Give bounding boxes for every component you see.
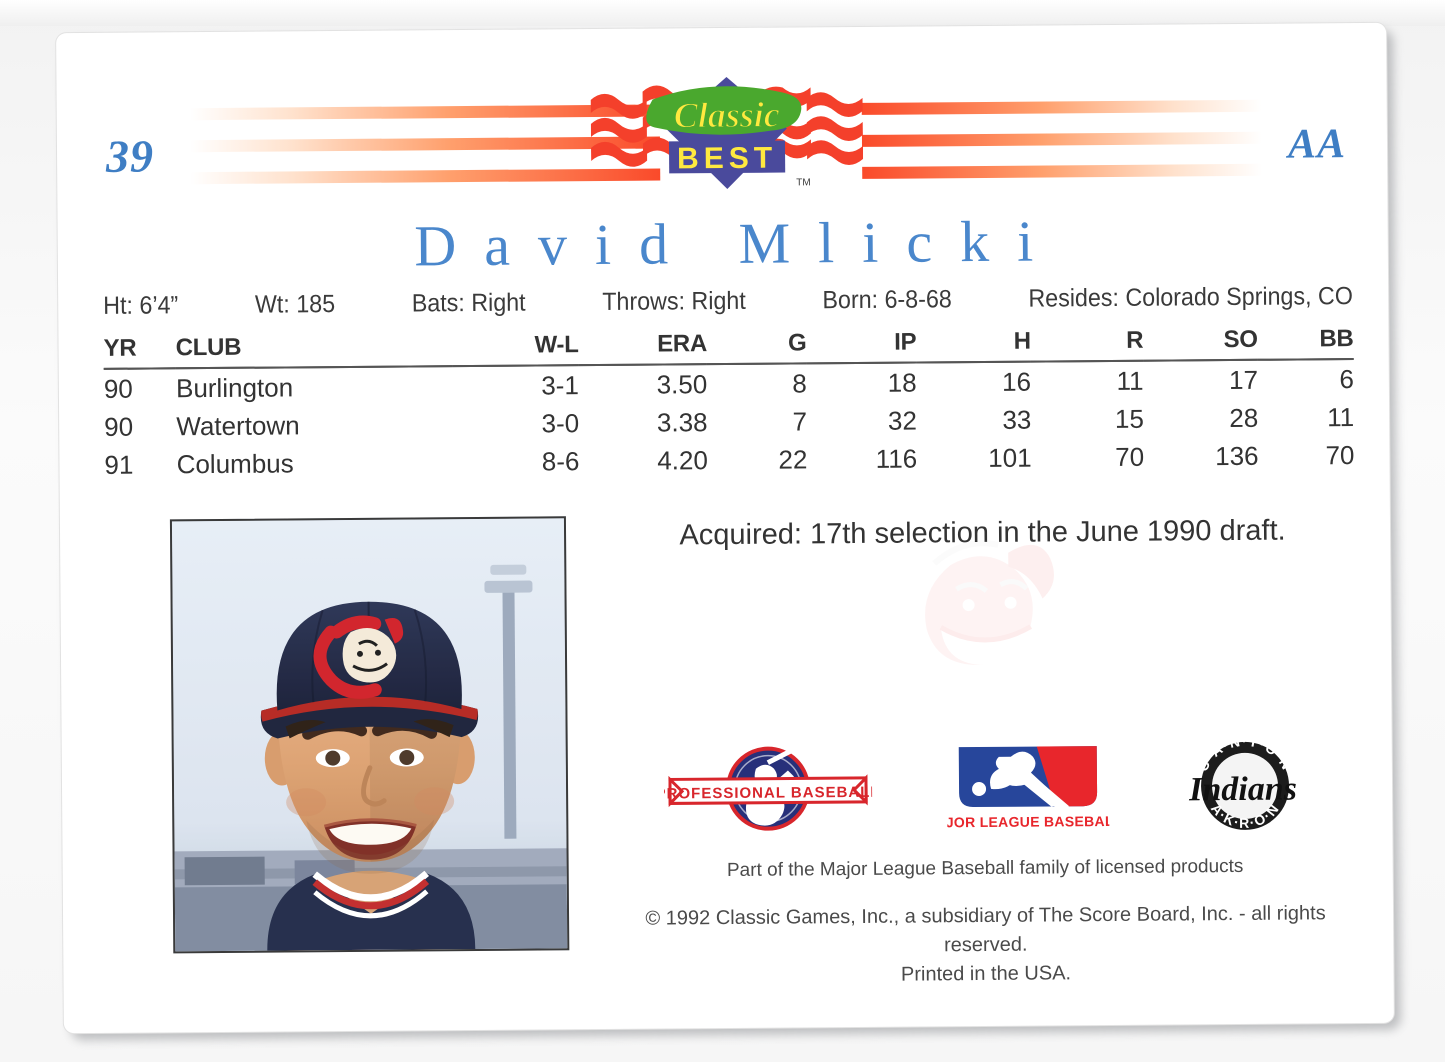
col-h: H <box>916 327 1031 363</box>
stripe <box>861 131 1262 147</box>
vital-value: Right <box>471 288 526 317</box>
cell-so: 17 <box>1228 364 1259 395</box>
stripe <box>189 104 660 121</box>
vital-label: Wt: <box>254 290 290 319</box>
cell-g: 8 <box>792 368 807 399</box>
cell-club: Columbus <box>176 448 294 480</box>
professional-baseball-logo-cell: PROFESSIONAL BASEBALL <box>663 738 872 840</box>
cell-wl: 3-0 <box>541 408 580 439</box>
cell-so: 28 <box>1229 402 1259 433</box>
cell-r: 11 <box>1116 365 1144 396</box>
indians-script-text: Indians <box>1188 770 1297 808</box>
cell-bb: 6 <box>1339 363 1354 395</box>
vital-value: 6-8-68 <box>884 285 952 314</box>
cell-club: Watertown <box>176 410 300 442</box>
classic-best-logo: Classic BEST TM <box>590 76 864 189</box>
cell-bb: 11 <box>1327 401 1355 433</box>
vital-value: 6’4” <box>139 291 179 320</box>
cell-era: 3.50 <box>656 369 708 400</box>
professional-baseball-icon: PROFESSIONAL BASEBALL <box>663 742 872 831</box>
classic-script-text: Classic <box>674 95 780 136</box>
vital-label: Throws: <box>602 287 686 316</box>
col-r: R <box>1030 326 1144 362</box>
vital-height: Ht: 6’4” <box>103 291 178 321</box>
col-wl: W-L <box>452 331 579 367</box>
mlb-wordmark-text: MAJOR LEAGUE BASEBALL® <box>947 813 1110 831</box>
acquired-text: Acquired: 17th selection in the June 199… <box>679 514 1286 552</box>
col-yr: YR <box>103 334 176 369</box>
card-header: 39 <box>101 68 1352 213</box>
cell-yr: 90 <box>103 373 133 404</box>
stats-table: YR CLUB W-L ERA G IP H R SO BB 90 <box>103 324 1355 484</box>
card-level: AA <box>1287 121 1347 168</box>
professional-baseball-text: PROFESSIONAL BASEBALL <box>663 784 872 803</box>
header-stripes-right <box>861 69 1263 207</box>
vital-label: Ht: <box>103 291 134 320</box>
col-ip: IP <box>806 328 917 364</box>
cell-h: 101 <box>988 442 1032 473</box>
best-word-text: BEST <box>677 142 777 176</box>
copyright-line-1: © 1992 Classic Games, Inc., a subsidiary… <box>645 902 1326 957</box>
cell-yr: 91 <box>104 449 134 480</box>
cell-wl: 8-6 <box>541 446 580 477</box>
col-g: G <box>706 329 807 365</box>
licensing-fine-print: Part of the Major League Baseball family… <box>726 855 1244 881</box>
major-league-baseball-icon: MAJOR LEAGUE BASEBALL® <box>947 745 1110 831</box>
canton-akron-logo-cell: C·A·N·T·O·N A·K·R·O·N Indians <box>1185 725 1306 844</box>
stripe <box>189 136 661 153</box>
stripe <box>861 99 1262 115</box>
mlb-logo-cell: MAJOR LEAGUE BASEBALL® <box>947 736 1110 837</box>
cell-bb: 70 <box>1325 439 1355 471</box>
cell-h: 16 <box>1001 366 1032 397</box>
cell-era: 3.38 <box>656 407 708 438</box>
cell-ip: 116 <box>875 443 918 474</box>
vital-label: Born: <box>822 285 879 315</box>
col-so: SO <box>1143 325 1258 361</box>
player-photo-frame <box>169 516 570 954</box>
cell-g: 7 <box>792 406 808 437</box>
vital-label: Resides: <box>1028 283 1120 313</box>
trademark-text: TM <box>796 177 811 188</box>
cell-so: 136 <box>1215 440 1259 472</box>
player-vitals: Ht: 6’4” Wt: 185 Bats: Right Throws: Right B… <box>103 282 1353 321</box>
copyright-line-2: Printed in the USA. <box>900 962 1072 986</box>
league-logos-row: PROFESSIONAL BASEBALL <box>612 725 1358 849</box>
copyright-block: © 1992 Classic Games, Inc., a subsidiary… <box>613 899 1359 992</box>
col-era: ERA <box>578 330 708 366</box>
cell-club: Burlington <box>175 372 294 404</box>
vital-weight: Wt: 185 <box>255 290 335 320</box>
vital-resides: Resides: Colorado Springs, CO <box>1028 282 1353 314</box>
cell-ip: 32 <box>887 405 917 436</box>
cell-r: 70 <box>1115 441 1145 472</box>
cell-h: 33 <box>1002 404 1032 435</box>
cell-ip: 18 <box>887 367 917 398</box>
col-bb: BB <box>1257 324 1354 360</box>
player-name: David Mlicki <box>414 208 1062 279</box>
cell-era: 4.20 <box>657 445 708 476</box>
vital-bats: Bats: Right <box>412 288 526 318</box>
vital-throws: Throws: Right <box>602 287 746 317</box>
baseball-card: 39 <box>56 22 1401 1041</box>
stripe <box>862 163 1263 179</box>
player-photo <box>171 518 568 952</box>
stripe <box>190 168 661 185</box>
col-club: CLUB <box>175 332 453 369</box>
vital-label: Bats: <box>411 288 465 318</box>
vital-value: Colorado Springs, CO <box>1125 281 1353 312</box>
cell-yr: 90 <box>104 411 134 442</box>
canton-akron-indians-icon: C·A·N·T·O·N A·K·R·O·N Indians <box>1188 732 1297 831</box>
card-number: 39 <box>105 130 155 182</box>
cell-wl: 3-1 <box>541 370 579 401</box>
vital-born: Born: 6-8-68 <box>822 285 952 315</box>
vital-value: Right <box>691 286 746 316</box>
cell-r: 15 <box>1114 403 1144 434</box>
vital-value: 185 <box>296 289 336 319</box>
cell-g: 22 <box>778 444 808 475</box>
